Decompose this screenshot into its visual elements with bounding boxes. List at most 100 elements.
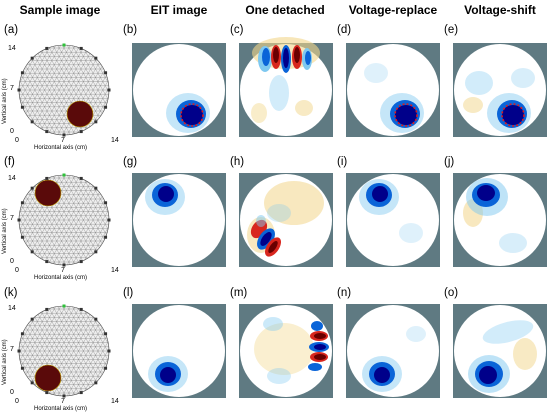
electrode [62, 43, 66, 47]
electrode [62, 133, 66, 137]
electrode [20, 235, 24, 239]
true-boundary [180, 103, 204, 127]
panel-label-n: (n) [337, 287, 352, 299]
electrode [94, 381, 98, 385]
xlabel: Horizontal axis (cm) [34, 275, 88, 281]
panel-label-b: (b) [123, 24, 138, 36]
electrode [79, 307, 83, 311]
electrode [79, 46, 83, 50]
electrode [30, 317, 34, 321]
eit-image-e [453, 43, 547, 137]
electrode [94, 250, 98, 254]
eit-image-l [132, 304, 226, 398]
panel-label-o: (o) [444, 287, 459, 299]
xtick-0: 0 [15, 267, 19, 274]
electrode [104, 366, 108, 370]
xtick-0: 0 [15, 398, 19, 405]
xtick-7: 7 [61, 398, 65, 405]
panel-label-a: (a) [4, 24, 19, 36]
ylabel: Vertical axis (cm) [2, 208, 8, 254]
ylabel: Vertical axis (cm) [2, 78, 8, 124]
col-title-voltage-replace: Voltage-replace [348, 3, 438, 17]
xlabel: Horizontal axis (cm) [34, 145, 88, 151]
electrode [30, 186, 34, 190]
eit-image-h [239, 173, 333, 267]
eit-image-c [239, 37, 333, 137]
electrode [17, 349, 21, 353]
panel-label-k: (k) [4, 287, 18, 299]
domain-disc [240, 305, 332, 397]
blobs [247, 181, 324, 257]
col-title-one-detached: One detached [245, 3, 325, 17]
electrode [20, 366, 24, 370]
electrode [45, 176, 49, 180]
electrode [107, 218, 111, 222]
fem-mesh [18, 305, 110, 397]
sample-mesh-f [17, 173, 111, 267]
ytick-7: 7 [10, 215, 14, 222]
panel-label-h: (h) [230, 156, 245, 168]
electrode [94, 120, 98, 124]
blobs [359, 179, 423, 243]
electrode [79, 130, 83, 134]
panel-label-e: (e) [444, 24, 459, 36]
col-title-eit: EIT image [150, 3, 208, 17]
electrode [45, 307, 49, 311]
eit-image-j [453, 173, 547, 267]
sample-mesh-a [17, 43, 111, 137]
electrode [94, 186, 98, 190]
electrode [104, 201, 108, 205]
electrode [30, 381, 34, 385]
electrode [30, 250, 34, 254]
electrode [45, 260, 49, 264]
inclusion [34, 364, 62, 392]
inclusion [34, 179, 62, 207]
eit-image-i [346, 173, 440, 267]
electrodes [17, 43, 111, 137]
sample-mesh-k [17, 304, 111, 398]
eit-image-n [346, 304, 440, 398]
ylabel: Vertical axis (cm) [2, 339, 8, 385]
electrode [104, 235, 108, 239]
electrode [45, 130, 49, 134]
blobs [251, 37, 320, 123]
ytick-14: 14 [8, 175, 16, 182]
electrode [104, 105, 108, 109]
blobs [362, 326, 426, 392]
blobs [468, 320, 537, 393]
electrode [20, 105, 24, 109]
mesh-lines [18, 305, 110, 397]
ytick-14: 14 [8, 45, 16, 52]
electrode [94, 56, 98, 60]
electrode [107, 349, 111, 353]
panel-label-i: (i) [337, 156, 348, 168]
col-title-sample: Sample image [19, 3, 101, 17]
xlabel: Horizontal axis (cm) [34, 406, 88, 412]
eit-image-d [346, 43, 440, 137]
ytick-0: 0 [10, 389, 14, 396]
true-boundary [394, 103, 418, 127]
ytick-14: 14 [8, 305, 16, 312]
panel-label-d: (d) [337, 24, 352, 36]
blobs [148, 356, 188, 392]
ytick-7: 7 [10, 85, 14, 92]
blobs [145, 179, 185, 215]
eit-image-o [453, 304, 547, 398]
xtick-14: 14 [111, 398, 119, 405]
xtick-0: 0 [15, 137, 19, 144]
eit-image-g [132, 173, 226, 267]
blobs [364, 63, 424, 133]
electrode [20, 332, 24, 336]
electrode [94, 317, 98, 321]
xtick-7: 7 [61, 137, 65, 144]
ytick-0: 0 [10, 128, 14, 135]
electrode [20, 71, 24, 75]
eit-image-b [132, 43, 226, 137]
fem-mesh [18, 174, 110, 266]
panel-label-l: (l) [123, 287, 134, 299]
electrode [62, 304, 66, 308]
electrode [30, 120, 34, 124]
xtick-14: 14 [111, 267, 119, 274]
electrode [45, 391, 49, 395]
inclusion [66, 100, 94, 128]
